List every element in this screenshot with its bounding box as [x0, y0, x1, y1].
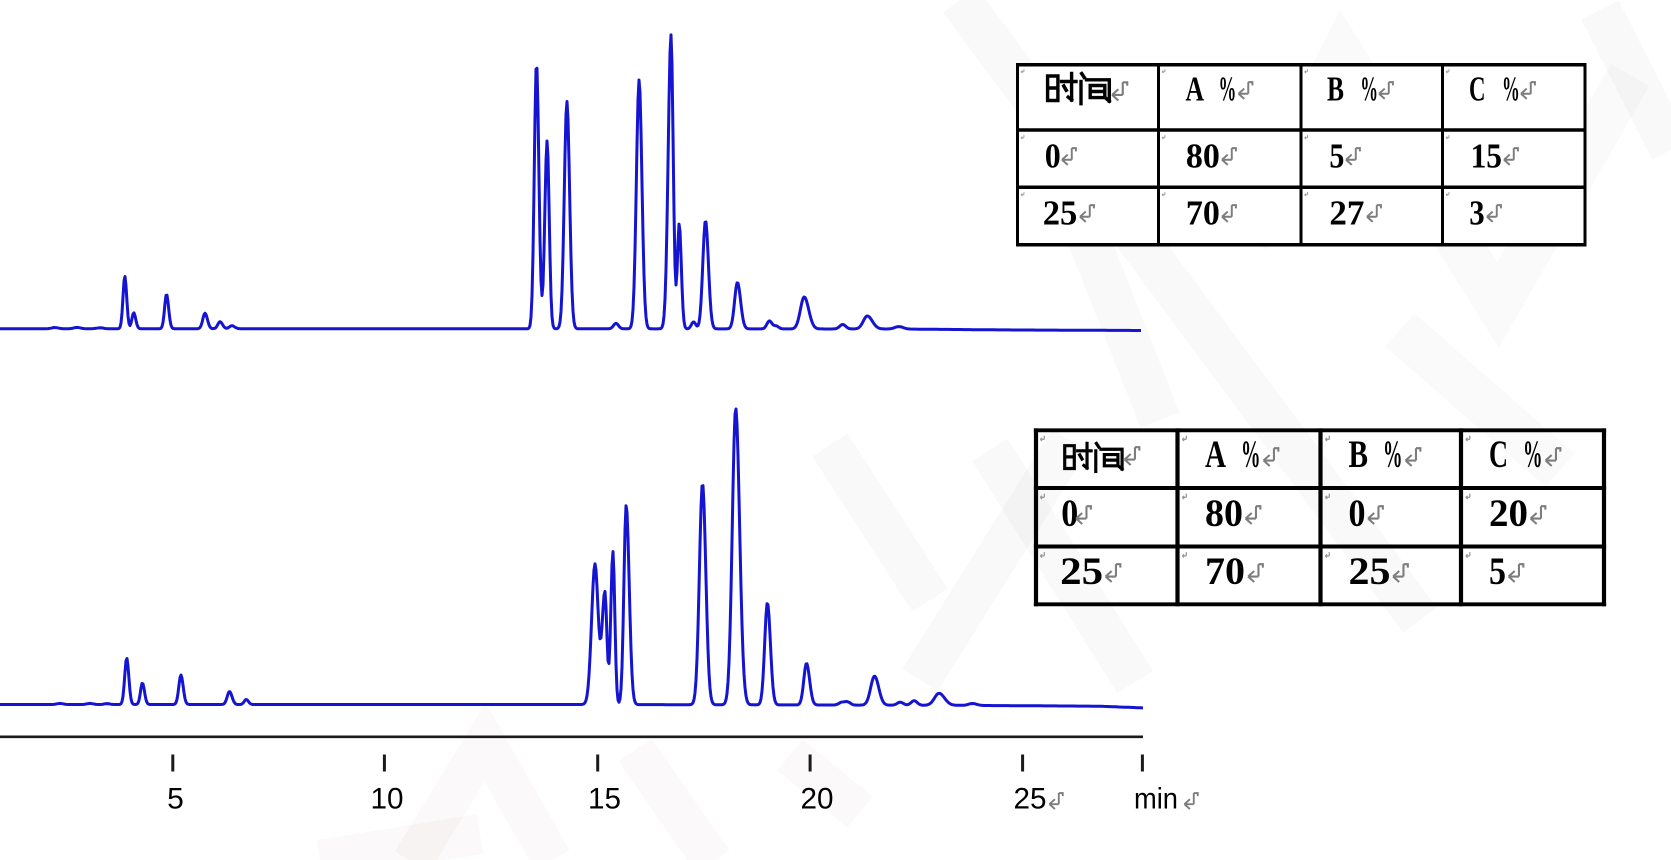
svg-text:80: 80 — [1205, 492, 1243, 535]
svg-text:20: 20 — [801, 783, 834, 816]
svg-text:25: 25 — [1349, 550, 1391, 593]
svg-text:0: 0 — [1061, 492, 1078, 535]
svg-text:20: 20 — [1489, 492, 1528, 535]
svg-text:%: % — [1241, 433, 1261, 476]
svg-text:%: % — [1383, 433, 1403, 476]
svg-text:15: 15 — [1471, 137, 1502, 176]
svg-text:%: % — [1523, 433, 1543, 476]
svg-text:70: 70 — [1205, 550, 1245, 593]
svg-text:min: min — [1134, 783, 1178, 816]
svg-text:C: C — [1489, 433, 1508, 476]
svg-text:%: % — [1502, 70, 1520, 109]
svg-text:10: 10 — [371, 783, 404, 816]
svg-text:25: 25 — [1060, 550, 1103, 593]
svg-text:3: 3 — [1469, 194, 1484, 233]
svg-text:5: 5 — [1329, 137, 1344, 176]
svg-text:27: 27 — [1329, 194, 1364, 233]
svg-text:70: 70 — [1186, 194, 1220, 233]
svg-text:A: A — [1205, 433, 1226, 476]
svg-text:5: 5 — [1489, 550, 1506, 593]
svg-text:0: 0 — [1045, 137, 1061, 176]
svg-text:25: 25 — [1043, 194, 1078, 233]
svg-text:%: % — [1360, 70, 1378, 109]
svg-text:A: A — [1186, 70, 1205, 109]
svg-text:80: 80 — [1186, 137, 1220, 176]
svg-text:0: 0 — [1349, 492, 1366, 535]
svg-text:15: 15 — [588, 783, 621, 816]
svg-text:25: 25 — [1014, 783, 1047, 816]
svg-text:%: % — [1219, 70, 1237, 109]
svg-text:B: B — [1349, 433, 1369, 476]
svg-text:5: 5 — [167, 783, 184, 816]
svg-text:B: B — [1327, 70, 1344, 109]
svg-text:C: C — [1469, 70, 1486, 109]
